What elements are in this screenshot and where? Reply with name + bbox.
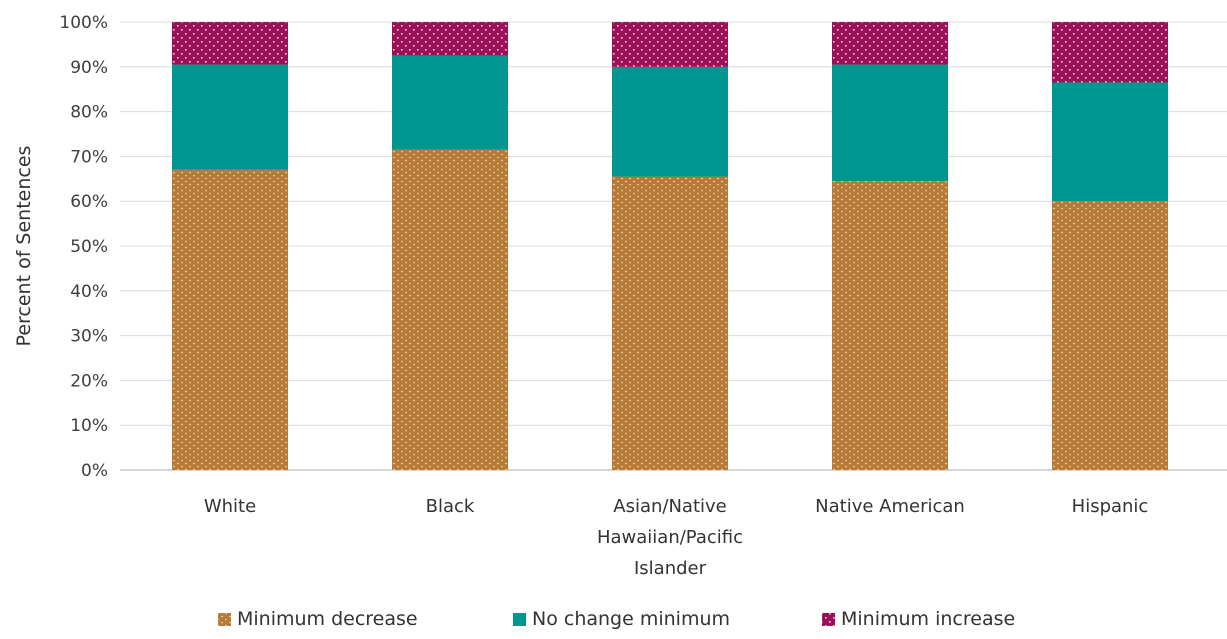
legend-swatch xyxy=(513,613,526,626)
y-tick-label: 0% xyxy=(81,461,108,481)
bar-segment-minimum-increase xyxy=(612,22,728,67)
x-axis-category-labels: White Black Asian/Native Hawaiian/Pacific Is… xyxy=(204,496,1149,579)
y-tick-label: 20% xyxy=(70,371,108,391)
legend: Minimum decrease No change minimum Minimum… xyxy=(218,608,1015,630)
bar-segment-minimum-increase xyxy=(392,22,508,56)
bar-segment-no-change-minimum xyxy=(1052,82,1168,202)
bar-segment-minimum-decrease xyxy=(612,176,728,470)
y-tick-label: 90% xyxy=(70,58,108,78)
y-tick-label: 80% xyxy=(70,103,108,123)
legend-label: No change minimum xyxy=(532,608,730,630)
legend-swatch xyxy=(822,613,835,626)
bar-group-hispanic xyxy=(1052,22,1168,470)
bar-segment-minimum-increase xyxy=(1052,22,1168,83)
bar-group-black xyxy=(392,22,508,470)
bar-group-native-american xyxy=(832,22,948,471)
y-tick-label: 70% xyxy=(70,147,108,167)
x-category-label: Hispanic xyxy=(1072,496,1149,517)
y-tick-label: 10% xyxy=(70,416,108,436)
bar-segment-minimum-decrease xyxy=(392,149,508,470)
y-axis-tick-labels: 0% 10% 20% 30% 40% 50% 60% 70% 80% 90% 100% xyxy=(59,13,108,481)
bar-segment-minimum-decrease xyxy=(1052,201,1168,470)
bar-segment-no-change-minimum xyxy=(612,66,728,177)
x-category-label: Black xyxy=(426,496,475,517)
bar-segment-no-change-minimum xyxy=(832,64,948,182)
legend-item-minimum-decrease: Minimum decrease xyxy=(218,608,418,630)
bar-group-white xyxy=(172,22,288,470)
y-tick-label: 50% xyxy=(70,237,108,257)
bar-segment-no-change-minimum xyxy=(392,55,508,150)
y-axis-title: Percent of Sentences xyxy=(13,146,35,347)
y-tick-label: 30% xyxy=(70,327,108,347)
bar-segment-minimum-increase xyxy=(172,22,288,65)
bars xyxy=(172,22,1168,471)
x-category-label: Native American xyxy=(815,496,965,517)
bar-segment-minimum-decrease xyxy=(172,169,288,470)
x-category-label: White xyxy=(204,496,256,517)
legend-label: Minimum increase xyxy=(841,608,1015,630)
bar-group-asian-native-hawaiian-pacific-islander xyxy=(612,22,728,470)
y-tick-label: 40% xyxy=(70,282,108,302)
legend-item-no-change-minimum: No change minimum xyxy=(513,608,730,630)
legend-swatch xyxy=(218,613,231,626)
legend-label: Minimum decrease xyxy=(237,608,418,630)
y-tick-label: 60% xyxy=(70,192,108,212)
bar-segment-no-change-minimum xyxy=(172,64,288,170)
x-category-label: Asian/Native Hawaiian/Pacific Islander xyxy=(597,496,743,579)
bar-segment-minimum-increase xyxy=(832,22,948,65)
legend-item-minimum-increase: Minimum increase xyxy=(822,608,1015,630)
bar-segment-minimum-decrease xyxy=(832,181,948,471)
y-tick-label: 100% xyxy=(59,13,108,33)
